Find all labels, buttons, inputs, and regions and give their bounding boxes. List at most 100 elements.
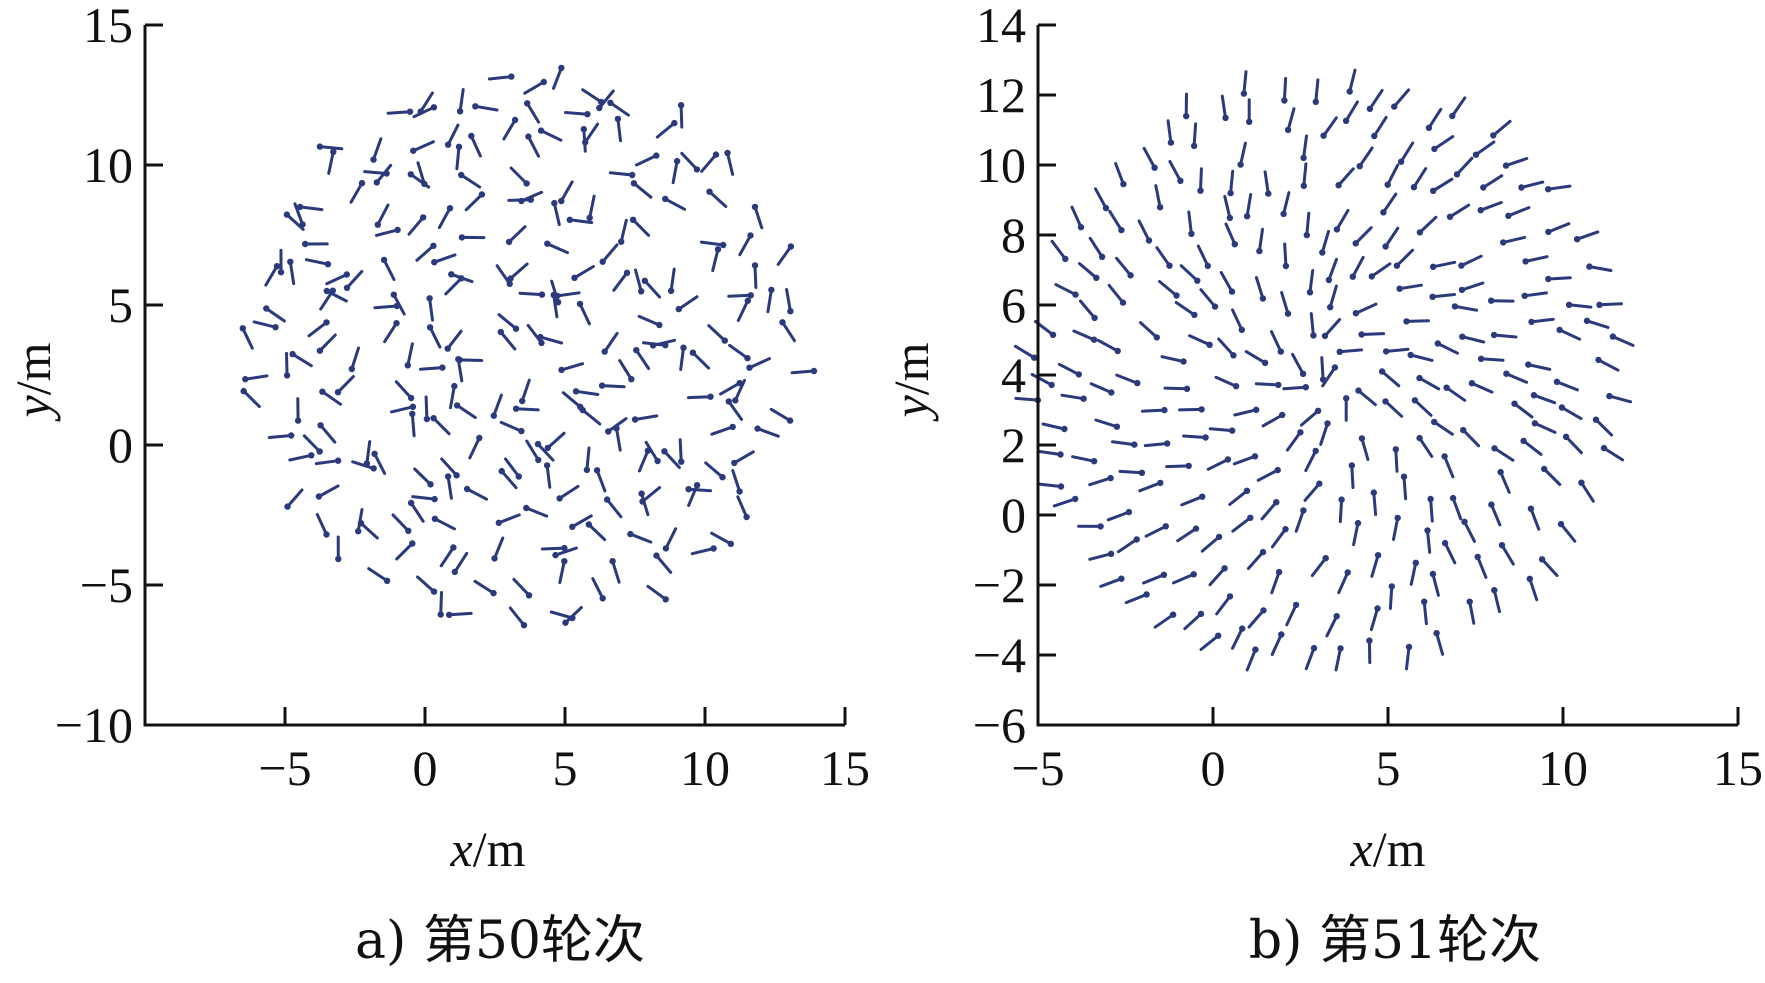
particle-arrow: [609, 558, 621, 584]
y-tick-label: 2: [1001, 417, 1026, 473]
particle-arrow: [1088, 474, 1114, 487]
particle-arrow: [1596, 301, 1623, 308]
panel-b-y-label: y/m: [883, 342, 939, 422]
particle-arrow: [1108, 209, 1125, 234]
particle-arrow: [416, 575, 438, 595]
particle-arrow: [637, 314, 663, 329]
particle-arrow: [1335, 167, 1355, 189]
particle-arrow: [1609, 333, 1635, 347]
particle-arrow: [554, 291, 581, 300]
particle-arrow: [431, 515, 456, 531]
particle-arrow: [451, 551, 469, 576]
particle-arrow: [552, 64, 565, 90]
particle-arrow: [1525, 361, 1552, 371]
particle-arrow: [446, 611, 473, 618]
particle-arrow: [512, 405, 540, 412]
particle-arrow: [1270, 526, 1289, 549]
panel-a-x-ticks: −5 0 5 10 15: [258, 707, 870, 796]
particle-arrow: [661, 448, 681, 469]
particle-arrow: [1410, 167, 1428, 191]
particle-arrow: [1388, 583, 1396, 610]
particle-arrow: [558, 362, 585, 374]
particle-arrow: [1285, 429, 1304, 452]
particle-arrow: [1052, 495, 1079, 508]
particle-arrow: [732, 378, 746, 404]
particle-arrow: [638, 490, 650, 517]
particle-arrow: [566, 216, 594, 225]
particle-arrow: [633, 347, 651, 370]
particle-arrow: [456, 88, 465, 115]
particle-arrow: [1396, 283, 1423, 292]
particle-arrow: [1300, 162, 1308, 189]
panel-a-arrows: [239, 64, 818, 629]
particle-arrow: [1349, 255, 1365, 280]
particle-arrow: [1366, 88, 1384, 113]
particle-arrow: [491, 536, 505, 562]
y-tick-label: 8: [1001, 207, 1026, 263]
particle-arrow: [1139, 321, 1161, 341]
panel-a-y-label: y/m: [5, 342, 61, 422]
particle-arrow: [1078, 299, 1098, 322]
particle-arrow: [1165, 462, 1192, 470]
particle-arrow: [1502, 157, 1529, 169]
particle-arrow: [1231, 514, 1254, 533]
particle-arrow: [1215, 593, 1234, 616]
particle-arrow: [1441, 539, 1457, 565]
particle-arrow: [1429, 293, 1456, 300]
particle-arrow: [439, 544, 457, 568]
particle-arrow: [319, 388, 342, 406]
particle-arrow: [1424, 527, 1432, 554]
particle-arrow: [490, 393, 503, 419]
particle-arrow: [316, 333, 337, 354]
particle-arrow: [1595, 356, 1620, 372]
particle-arrow: [1163, 385, 1191, 392]
particle-arrow: [727, 292, 754, 299]
particle-arrow: [468, 434, 483, 460]
particle-arrow: [1223, 195, 1234, 222]
particle-arrow: [1338, 496, 1345, 524]
particle-arrow: [1343, 395, 1350, 422]
particle-arrow: [1378, 368, 1401, 388]
particle-arrow: [1429, 570, 1440, 597]
particle-arrow: [524, 100, 541, 124]
particle-arrow: [710, 531, 734, 547]
particle-arrow: [1256, 466, 1281, 482]
particle-arrow: [431, 253, 457, 266]
particle-arrow: [1421, 598, 1428, 626]
particle-arrow: [558, 558, 568, 585]
particle-arrow: [1310, 555, 1329, 578]
particle-arrow: [1405, 643, 1413, 671]
particle-arrow: [1334, 645, 1344, 672]
particle-arrow: [294, 397, 302, 424]
particle-arrow: [1197, 167, 1204, 194]
particle-arrow: [1115, 256, 1134, 279]
particle-arrow: [1050, 239, 1069, 263]
particle-arrow: [1416, 215, 1438, 236]
particle-arrow: [1214, 375, 1240, 390]
particle-arrow: [335, 535, 342, 563]
particle-arrow: [1521, 291, 1548, 299]
particle-arrow: [1431, 418, 1454, 436]
particle-arrow: [1199, 632, 1222, 651]
particle-arrow: [598, 382, 626, 389]
particle-arrow: [1182, 434, 1209, 441]
particle-arrow: [1565, 301, 1593, 309]
particle-arrow: [1384, 163, 1400, 188]
particle-arrow: [1474, 553, 1488, 579]
particle-arrow: [1158, 280, 1180, 299]
particle-arrow: [1370, 552, 1382, 578]
particle-arrow: [468, 132, 482, 158]
particle-arrow: [1037, 482, 1065, 490]
particle-arrow: [1503, 370, 1529, 384]
particle-arrow: [1166, 119, 1175, 146]
panel-b: −5 0 5 10 15 −6 −4 −2 0 2 4 6 8 10 12 14 x/m y/m b) 第5…: [883, 0, 1763, 971]
particle-arrow: [1458, 281, 1485, 294]
particle-arrow: [728, 343, 751, 362]
particle-arrow: [1368, 262, 1392, 280]
particle-arrow: [395, 540, 416, 561]
particle-arrow: [1320, 116, 1338, 139]
particle-arrow: [1333, 208, 1350, 233]
particle-arrow: [1319, 420, 1331, 446]
particle-arrow: [1586, 263, 1613, 272]
